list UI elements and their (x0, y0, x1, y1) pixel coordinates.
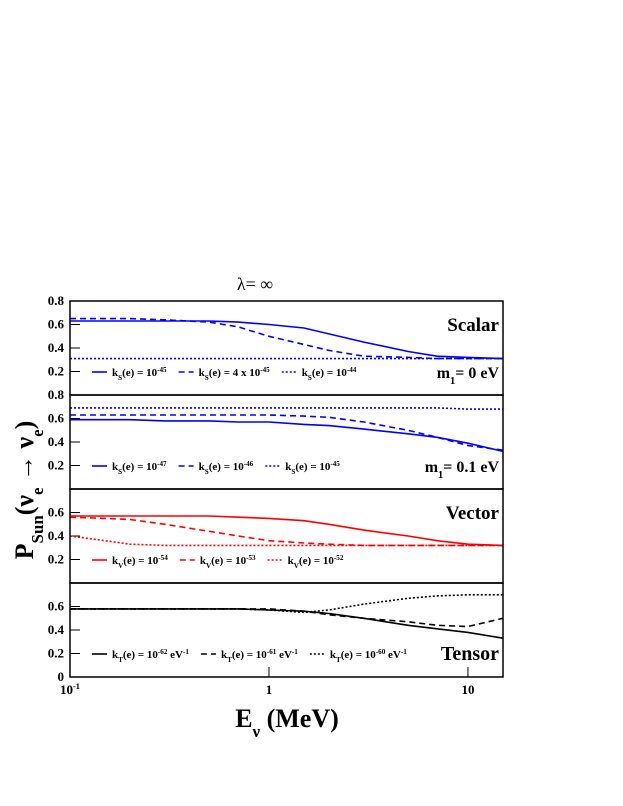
legend-label: kT(e) = 10-62 eV-1 (112, 648, 189, 664)
panel-label: Scalar (447, 315, 499, 336)
y-tick-label: 0.4 (48, 528, 65, 543)
y-axis-label: PSun(νe → νe) (10, 421, 47, 560)
series-line (70, 608, 503, 639)
legend-label: kS(e) = 10-45 (112, 366, 167, 382)
legend-label: kS(e) = 10-44 (302, 366, 357, 382)
legend-label: kS(e) = 10-45 (285, 460, 340, 476)
series-line (70, 516, 503, 547)
series-line (70, 407, 503, 410)
panel-frame (69, 488, 504, 584)
x-axis-label: Eν (MeV) (235, 704, 339, 741)
legend-label: kV(e) = 10-54 (112, 554, 168, 570)
y-tick-label: 0.2 (48, 552, 64, 567)
chart-title: λ= ∞ (237, 274, 273, 294)
x-tick-label: 10-1 (60, 681, 80, 697)
y-tick-label: 0.6 (48, 599, 65, 614)
legend-label: kS(e) = 10-46 (199, 460, 254, 476)
series-line (70, 418, 503, 453)
panel-note: Tensor (441, 643, 499, 665)
y-tick-label: 0.2 (48, 646, 64, 661)
y-tick-label: 0.8 (48, 293, 65, 308)
y-tick-label: 0.6 (48, 411, 65, 426)
y-tick-label: 0.2 (48, 364, 64, 379)
panel-note: m1= 0 eV (437, 365, 500, 387)
panel-frame (69, 582, 504, 678)
x-tick-label: 1 (266, 682, 273, 697)
legend-label: kS(e) = 4 x 10-45 (199, 366, 271, 382)
series-line (70, 320, 503, 360)
y-tick-label: 0.8 (48, 387, 65, 402)
legend-label: kT(e) = 10-61 eV-1 (221, 648, 298, 664)
y-tick-label: 0 (58, 669, 65, 684)
y-tick-label: 0.4 (48, 434, 65, 449)
series-line (70, 317, 503, 360)
y-tick-label: 0.4 (48, 340, 65, 355)
y-tick-label: 0.4 (48, 622, 65, 637)
legend-label: kS(e) = 10-47 (112, 460, 167, 476)
series-line (70, 414, 503, 451)
series-line (70, 515, 503, 547)
x-tick-label: 10 (461, 682, 474, 697)
y-tick-label: 0.6 (48, 505, 65, 520)
legend-label: kV(e) = 10-53 (200, 554, 256, 570)
series-line (70, 594, 503, 614)
panel-label: Vector (446, 503, 500, 524)
y-tick-label: 0.6 (48, 317, 65, 332)
series-line (70, 535, 503, 547)
panel-note: m1= 0.1 eV (425, 459, 500, 481)
legend-label: kV(e) = 10-52 (288, 554, 344, 570)
y-tick-label: 0.2 (48, 458, 64, 473)
legend-label: kT(e) = 10-60 eV-1 (330, 648, 407, 664)
